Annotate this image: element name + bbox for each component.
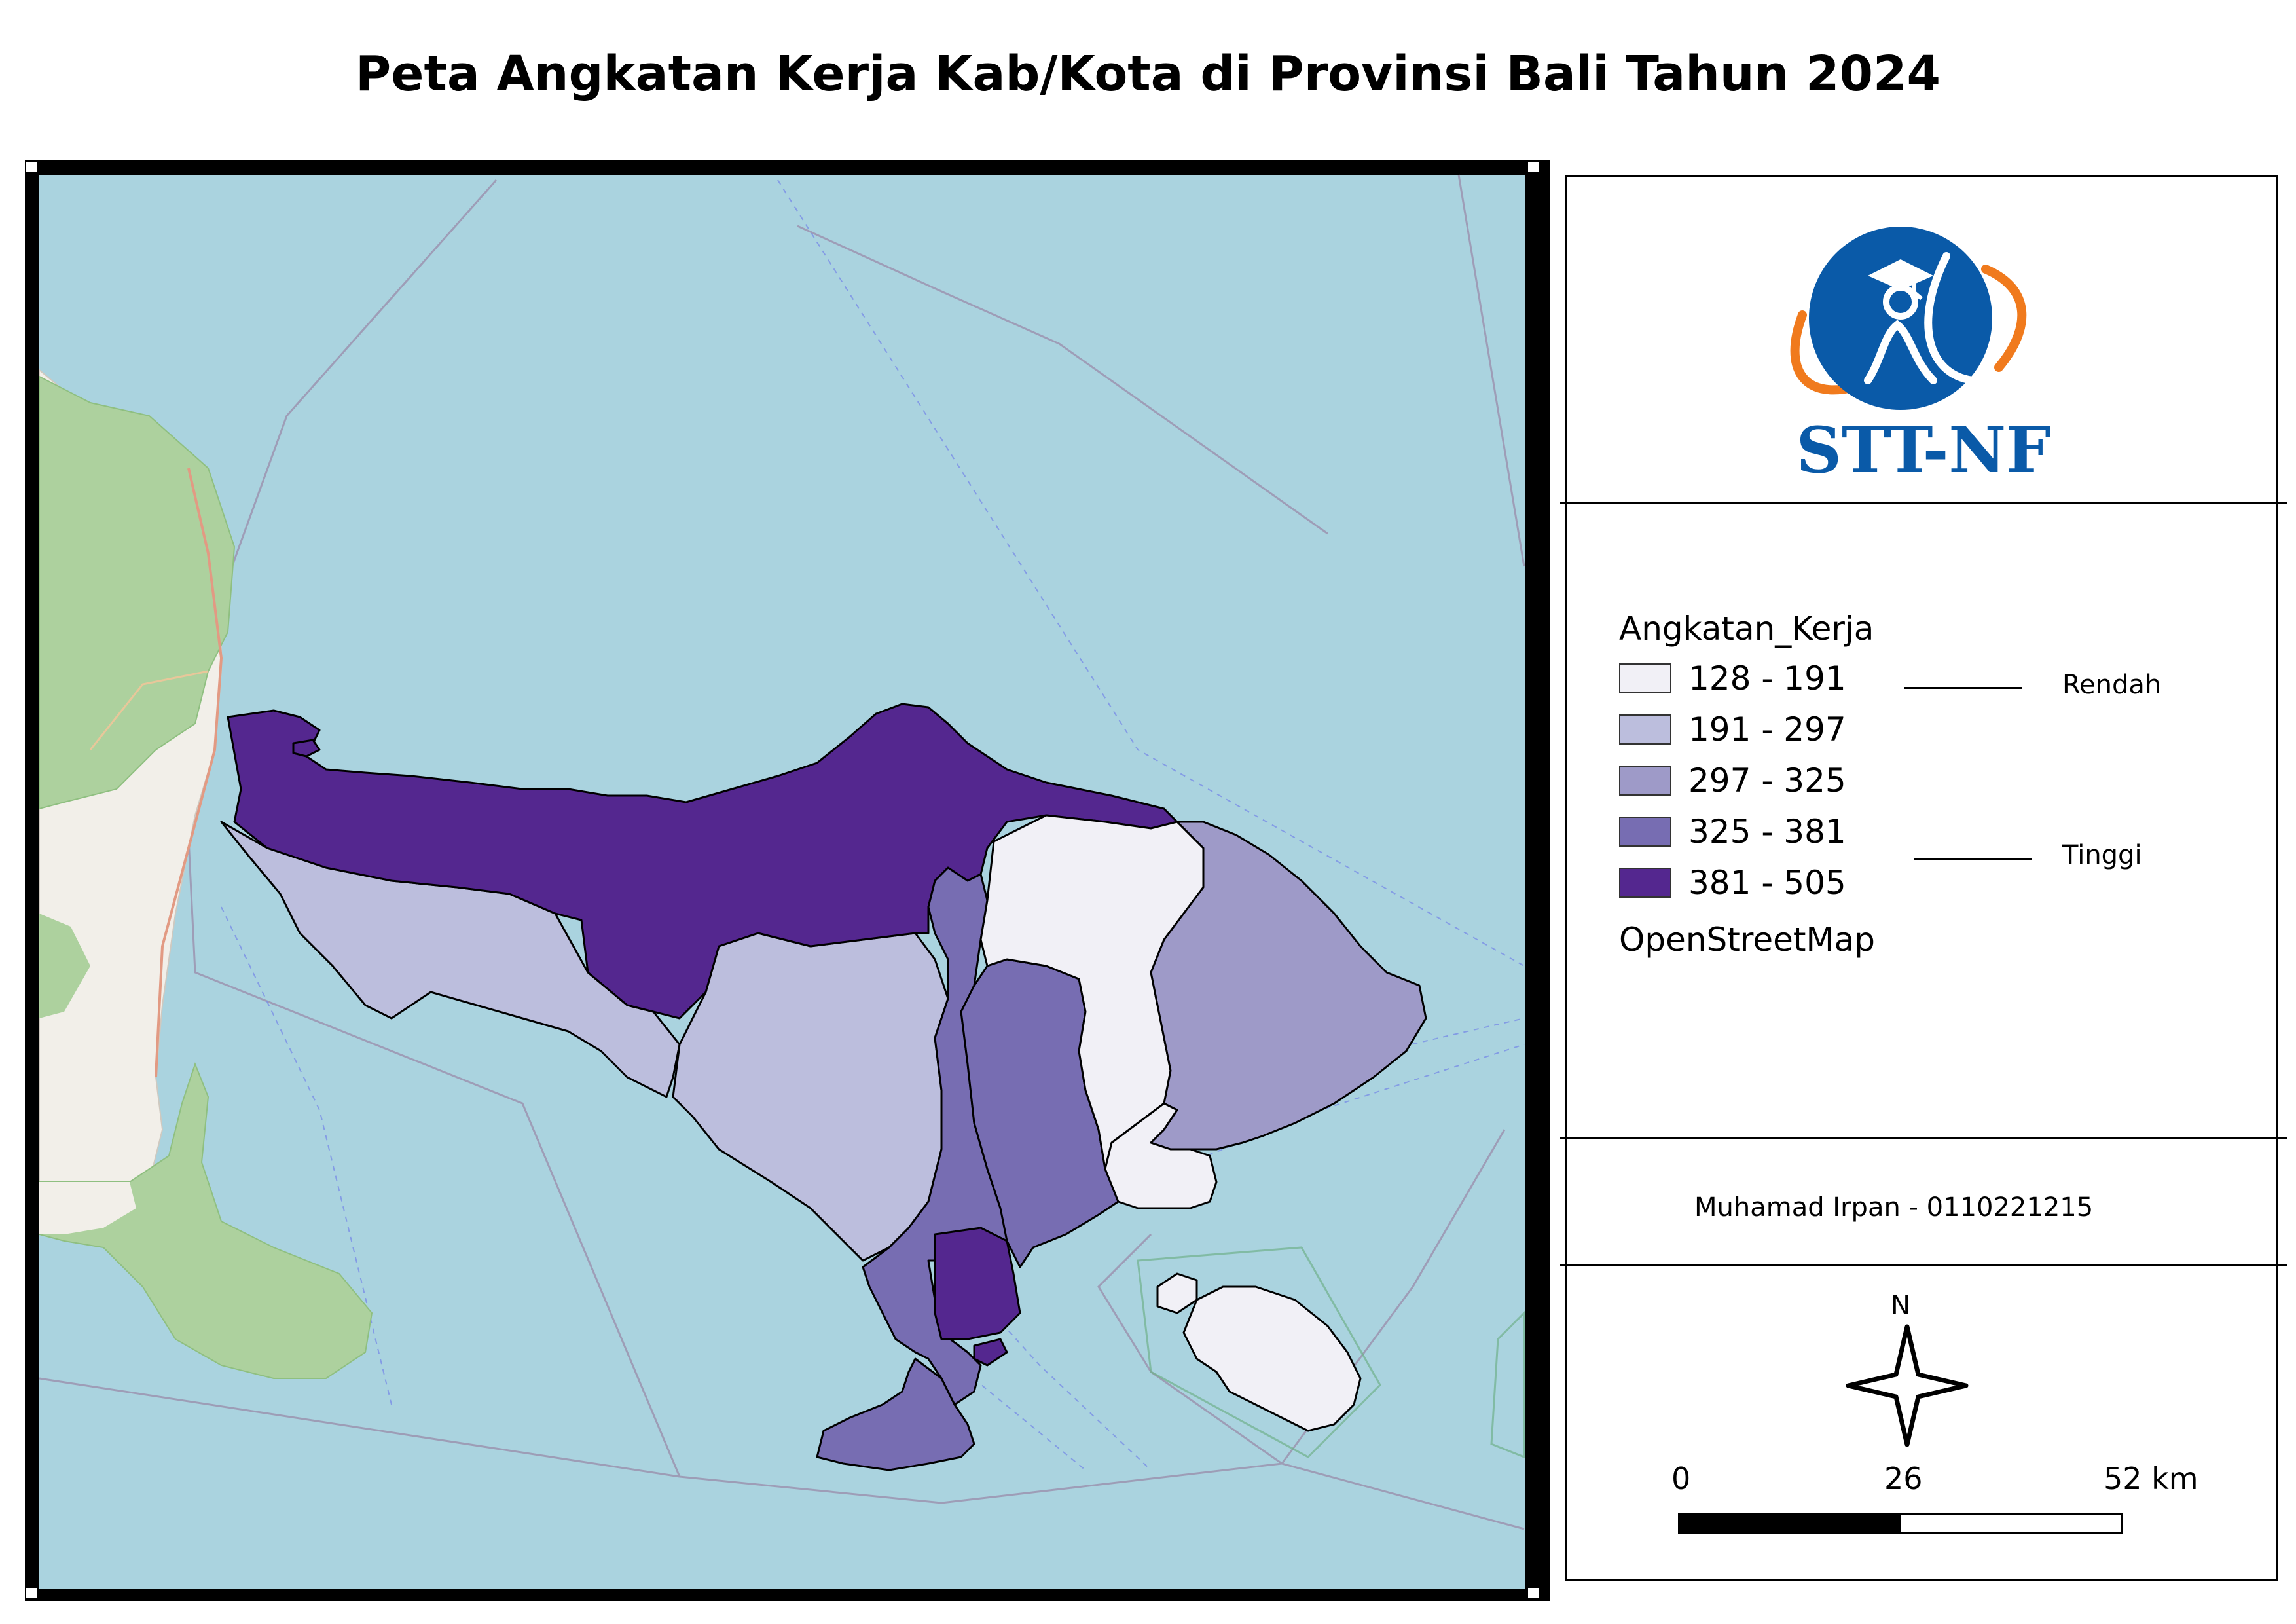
scale-label-0: 0 xyxy=(1671,1461,1691,1496)
scale-bar-black-segment xyxy=(1680,1515,1901,1532)
bali-regions xyxy=(220,703,1427,1471)
legend-label: 381 - 505 xyxy=(1688,864,1846,902)
legend-source: OpenStreetMap xyxy=(1619,921,1875,959)
page-title: Peta Angkatan Kerja Kab/Kota di Provinsi… xyxy=(355,46,1941,102)
legend-item: 325 - 381 xyxy=(1619,813,1846,851)
region-nusa-penida xyxy=(1182,1285,1362,1432)
region-nusa-lembongan xyxy=(1156,1272,1198,1314)
annotation-low: Rendah xyxy=(2062,670,2162,700)
author-credit: Muhamad Irpan - 0110221215 xyxy=(1694,1192,2094,1223)
north-arrow-icon xyxy=(1846,1324,1969,1447)
legend-label: 297 - 325 xyxy=(1688,762,1846,800)
annotation-line-low xyxy=(1904,687,2022,689)
region-serangan xyxy=(973,1338,1008,1367)
north-label: N xyxy=(1891,1291,1910,1321)
region-karangasem xyxy=(1150,821,1427,1151)
side-panel: STT-NF Angkatan_Kerja 128 - 191 191 - 29… xyxy=(1560,175,2287,1581)
region-menjangan xyxy=(292,739,321,758)
scale-label-52: 52 km xyxy=(2104,1461,2198,1496)
logo-text: STT-NF xyxy=(1796,413,2051,487)
legend-label: 128 - 191 xyxy=(1688,659,1846,697)
scale-label-26: 26 xyxy=(1884,1461,1923,1496)
region-badung-south xyxy=(816,1357,975,1471)
annotation-high: Tinggi xyxy=(2062,840,2142,870)
legend-item: 128 - 191 xyxy=(1619,659,1846,697)
scale-bar-white-segment xyxy=(1901,1515,2121,1532)
legend-item: 381 - 505 xyxy=(1619,864,1846,902)
panel-divider-3 xyxy=(1560,1264,2287,1266)
legend-label: 191 - 297 xyxy=(1688,710,1846,748)
legend-title: Angkatan_Kerja xyxy=(1619,610,1874,648)
scale-bar xyxy=(1678,1513,2123,1534)
legend-swatch xyxy=(1619,714,1671,745)
panel-divider-1 xyxy=(1560,502,2287,504)
java-island xyxy=(39,368,373,1379)
legend-swatch xyxy=(1619,766,1671,796)
legend-swatch xyxy=(1619,868,1671,898)
stt-nf-logo xyxy=(1790,227,2027,410)
map-frame[interactable] xyxy=(25,160,1550,1601)
legend-swatch xyxy=(1619,663,1671,693)
region-denpasar xyxy=(934,1227,1021,1340)
legend-item: 191 - 297 xyxy=(1619,710,1846,748)
panel-divider-2 xyxy=(1560,1137,2287,1139)
legend-item: 297 - 325 xyxy=(1619,762,1846,800)
annotation-line-high xyxy=(1914,858,2032,860)
legend-swatch xyxy=(1619,817,1671,847)
legend-label: 325 - 381 xyxy=(1688,813,1846,851)
